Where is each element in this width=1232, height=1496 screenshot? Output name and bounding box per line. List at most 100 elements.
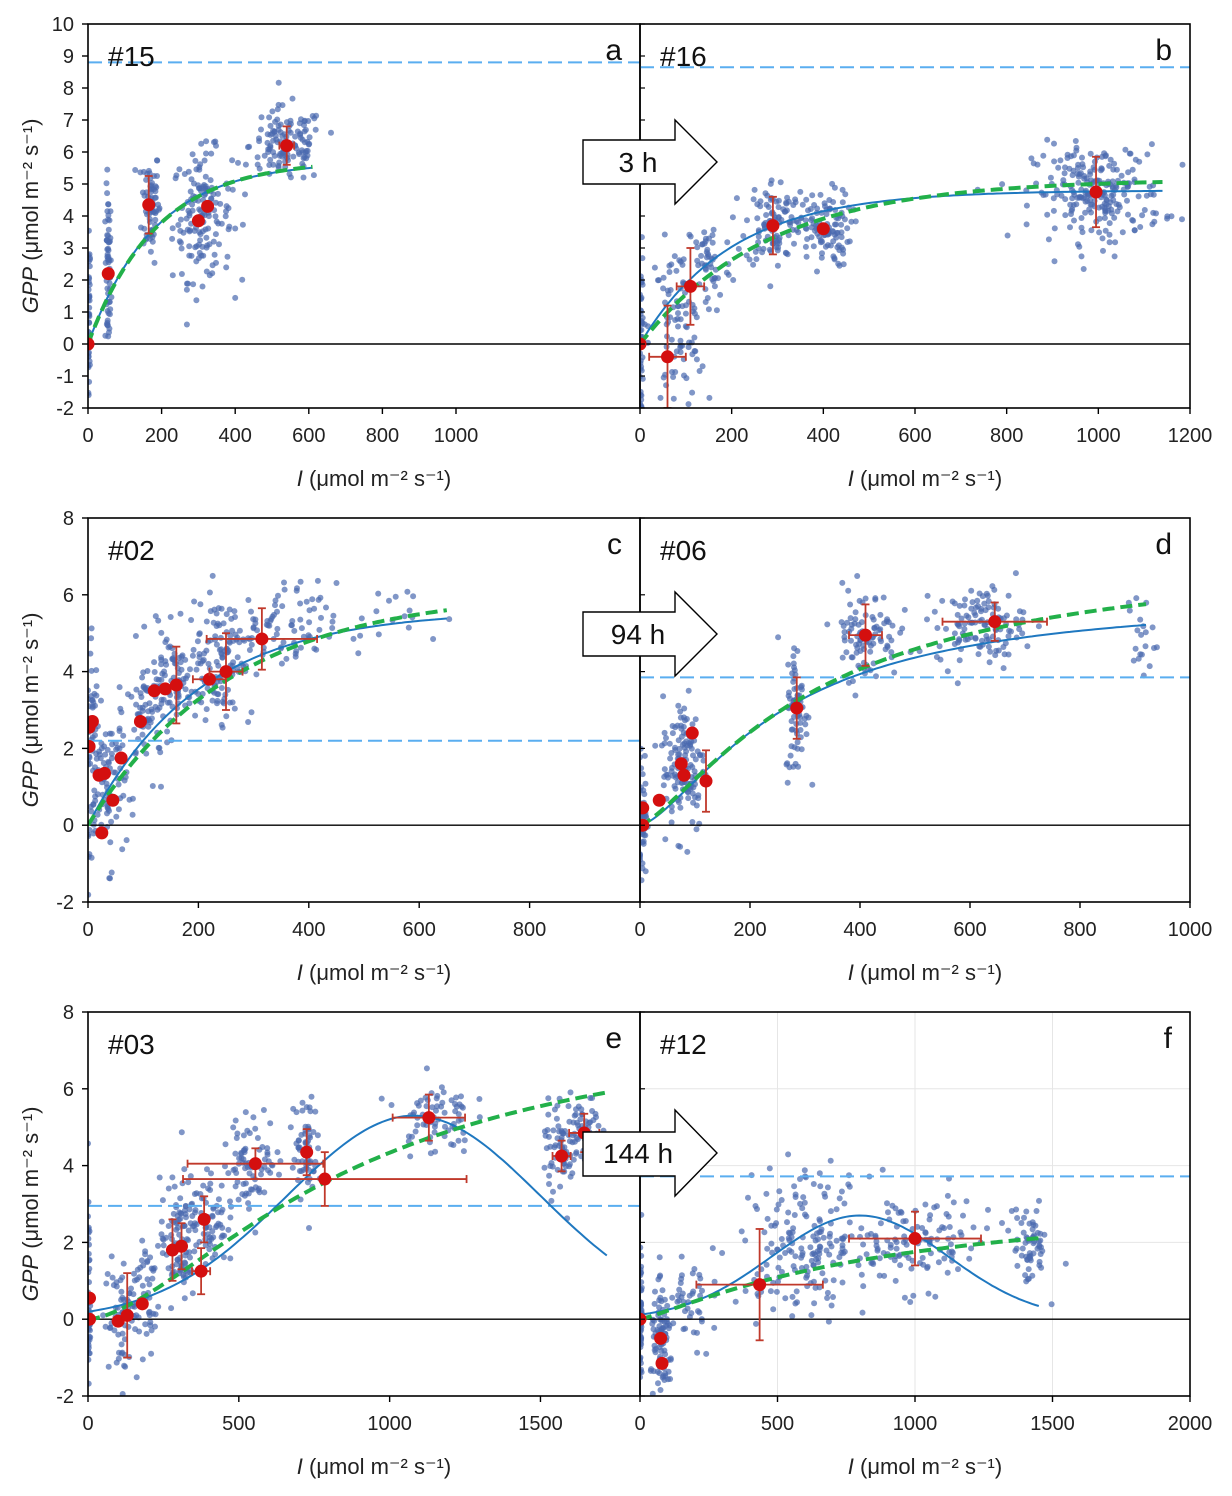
scatter-point (709, 1245, 716, 1252)
scatter-point (88, 833, 92, 840)
scatter-point (776, 1188, 783, 1195)
scatter-point (1075, 179, 1082, 186)
scatter-point (275, 592, 281, 599)
scatter-point (410, 593, 417, 600)
scatter-point (177, 1195, 184, 1202)
scatter-point (232, 225, 239, 232)
scatter-point (287, 174, 294, 181)
x-tick-label: 600 (898, 425, 931, 447)
scatter-point (775, 1278, 781, 1285)
scatter-point (820, 1234, 827, 1241)
scatter-point (968, 587, 975, 594)
y-axis-label-var: GPP (18, 761, 43, 808)
scatter-point (689, 721, 696, 728)
scatter-point (173, 1226, 180, 1233)
scatter-point (672, 785, 679, 792)
scatter-point (1135, 655, 1142, 662)
y-tick-label: 5 (63, 174, 74, 196)
scatter-point (185, 1179, 192, 1186)
mean-point (142, 198, 156, 212)
scatter-point (742, 1288, 749, 1294)
scatter-point (985, 1206, 991, 1213)
scatter-point (656, 1304, 663, 1311)
scatter-point (109, 741, 116, 748)
scatter-point (669, 1294, 676, 1301)
x-tick-label: 0 (634, 1413, 645, 1435)
mean-point (197, 1212, 211, 1226)
scatter-point (763, 1190, 770, 1197)
scatter-point (305, 632, 312, 639)
scatter-point (668, 819, 675, 826)
scatter-point (674, 315, 681, 322)
scatter-point (775, 204, 782, 211)
scatter-point (213, 142, 219, 149)
scatter-point (103, 1280, 110, 1287)
panel-frame (87, 517, 641, 903)
scatter-point (669, 730, 676, 737)
scatter-point (822, 243, 829, 250)
scatter-point (838, 234, 845, 241)
mean-point (191, 214, 205, 228)
scatter-point (1153, 644, 1160, 651)
scatter-point (637, 1406, 643, 1412)
scatter-point (944, 668, 951, 675)
scatter-point (566, 1138, 573, 1145)
scatter-point (891, 669, 898, 676)
y-tick-label: 10 (52, 14, 74, 36)
x-tick-label: 400 (292, 919, 325, 941)
scatter-point (203, 618, 210, 625)
scatter-point (150, 209, 157, 216)
scatter-point (100, 760, 107, 766)
scatter-point (143, 750, 150, 757)
scatter-point (283, 655, 290, 662)
scatter-point (88, 319, 92, 326)
scatter-point (735, 245, 742, 252)
mean-point (158, 682, 172, 696)
scatter-point (677, 714, 684, 721)
scatter-point (678, 1275, 685, 1282)
scatter-point (817, 237, 824, 244)
arrow-label: 3 h (619, 147, 658, 178)
scatter-point (306, 134, 313, 141)
scatter-point (316, 626, 323, 633)
scatter-point (88, 1279, 92, 1286)
scatter-point (838, 1188, 845, 1195)
scatter-point (129, 811, 136, 818)
scatter-point (184, 280, 191, 287)
scatter-point (453, 1094, 460, 1101)
mean-point (88, 739, 96, 753)
scatter-point (189, 207, 196, 214)
scatter-point (830, 199, 837, 205)
scatter-point (640, 1272, 644, 1279)
scatter-point (185, 1227, 192, 1234)
scatter-point (412, 1128, 419, 1135)
x-tick-label: 0 (634, 425, 645, 447)
scatter-point (753, 256, 760, 263)
scatter-point (956, 602, 963, 609)
scatter-point (158, 629, 165, 636)
scatter-point (775, 634, 782, 641)
time-arrow: 3 h (582, 118, 718, 206)
scatter-point (88, 1326, 92, 1333)
scatter-point (250, 616, 257, 623)
scatter-point (570, 1156, 577, 1163)
scatter-point (933, 654, 940, 660)
scatter-point (1111, 253, 1118, 260)
scatter-point (775, 1264, 782, 1271)
scatter-point (188, 617, 195, 623)
scatter-point (235, 1196, 242, 1203)
scatter-point (846, 238, 853, 245)
scatter-point (828, 1302, 835, 1309)
scatter-point (229, 627, 236, 634)
scatter-point (143, 1330, 150, 1337)
y-tick-label: 4 (63, 1156, 74, 1178)
scatter-point (1107, 156, 1114, 163)
scatter-point (824, 1184, 831, 1191)
scatter-point (919, 1225, 926, 1231)
mean-point (677, 768, 691, 782)
scatter-point (546, 1181, 552, 1187)
scatter-point (98, 740, 105, 747)
scatter-point (289, 618, 296, 624)
scatter-point (896, 1253, 903, 1259)
scatter-point (1142, 643, 1149, 650)
